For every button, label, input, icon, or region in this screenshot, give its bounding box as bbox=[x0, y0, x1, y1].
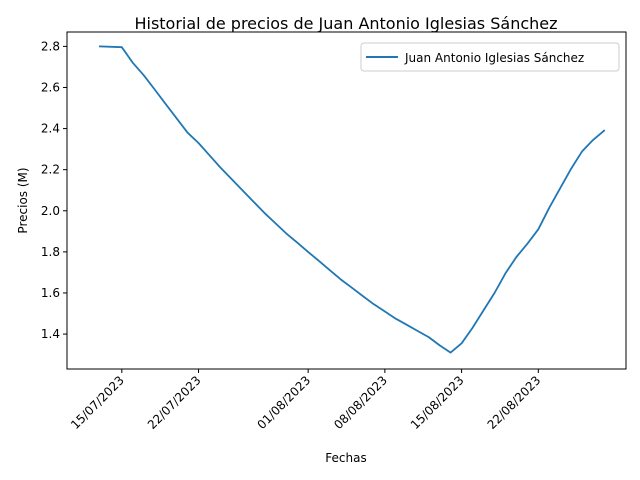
legend-label: Juan Antonio Iglesias Sánchez bbox=[404, 51, 584, 65]
y-tick-label: 2.2 bbox=[41, 163, 60, 177]
x-tick-label: 01/08/2023 bbox=[254, 373, 313, 432]
x-tick-label: 22/08/2023 bbox=[485, 373, 544, 432]
x-tick-label: 08/08/2023 bbox=[331, 373, 390, 432]
x-tick-label: 15/08/2023 bbox=[408, 373, 467, 432]
y-tick-label: 2.6 bbox=[41, 80, 60, 94]
x-tick-label: 15/07/2023 bbox=[68, 373, 127, 432]
y-tick-label: 2.8 bbox=[41, 39, 60, 53]
plot-area bbox=[66, 31, 627, 370]
x-axis: 15/07/2023 22/07/2023 01/08/2023 08/08/2023… bbox=[68, 369, 543, 432]
chart-title: Historial de precios de Juan Antonio Igl… bbox=[134, 14, 557, 33]
y-axis-label: Precios (M) bbox=[16, 167, 30, 233]
y-tick-label: 2.0 bbox=[41, 204, 60, 218]
series-layer bbox=[98, 45, 606, 354]
series-line bbox=[98, 45, 606, 354]
y-tick-label: 1.8 bbox=[41, 245, 60, 259]
plot-frame bbox=[66, 31, 627, 370]
legend-box bbox=[360, 42, 620, 72]
y-tick-label: 1.6 bbox=[41, 286, 60, 300]
y-tick-label: 2.4 bbox=[41, 122, 60, 136]
x-tick-label: 22/07/2023 bbox=[145, 373, 204, 432]
y-tick-label: 1.4 bbox=[41, 327, 60, 341]
legend: Juan Antonio Iglesias Sánchez bbox=[360, 42, 620, 72]
x-axis-label: Fechas bbox=[325, 451, 366, 465]
y-axis: 1.4 1.6 1.8 2.0 2.2 2.4 2.6 2.8 bbox=[41, 39, 67, 341]
